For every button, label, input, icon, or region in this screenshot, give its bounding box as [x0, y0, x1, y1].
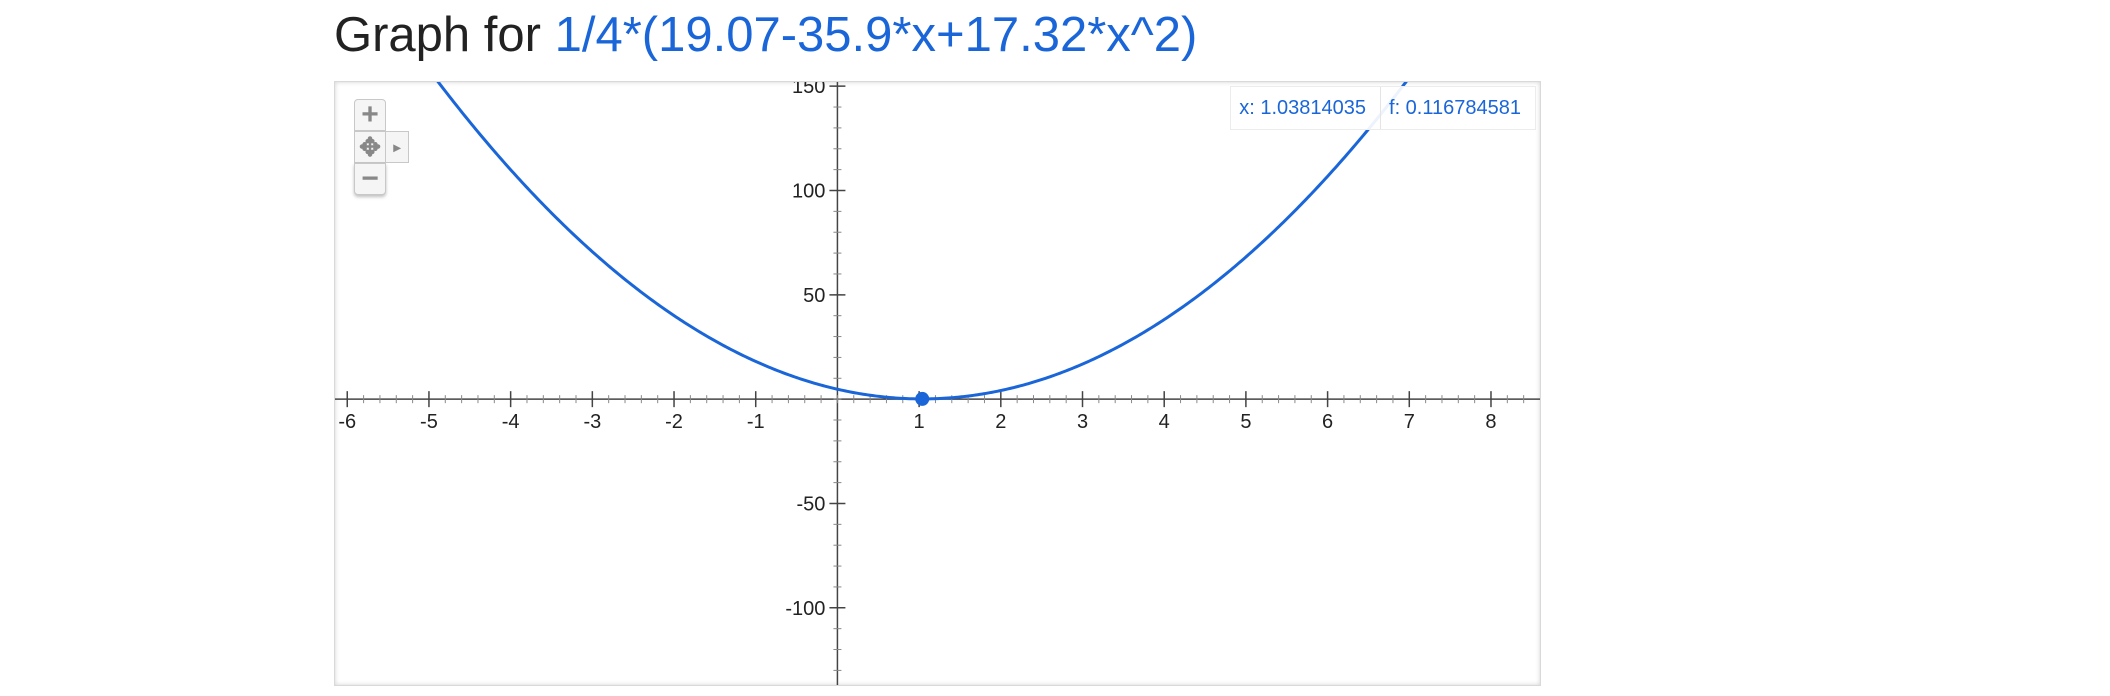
- x-tick-label: 2: [995, 411, 1006, 433]
- x-tick-label: -4: [502, 411, 520, 433]
- y-tick-label: -100: [785, 598, 825, 620]
- coordinate-readout: x: 1.03814035 f: 0.116784581: [1230, 86, 1536, 130]
- y-tick-label: 150: [792, 82, 825, 98]
- f-readout: f: 0.116784581: [1380, 87, 1535, 129]
- x-tick-label: 7: [1404, 411, 1415, 433]
- title-prefix: Graph for: [334, 8, 555, 62]
- function-plot[interactable]: -6 -5 -4 -3 -2 -1 1 2 3 4 5 6 7 8 -100 -50 50 100 150: [335, 82, 1540, 685]
- page-title: Graph for 1/4*(19.07-35.9*x+17.32*x^2): [334, 4, 1197, 66]
- x-tick-label: -1: [747, 411, 765, 433]
- function-expression: 1/4*(19.07-35.9*x+17.32*x^2): [554, 8, 1198, 62]
- y-tick-label: 100: [792, 180, 825, 202]
- pan-right-button[interactable]: ▸: [385, 131, 409, 163]
- x-tick-label: -6: [338, 411, 356, 433]
- x-tick-label: 3: [1077, 411, 1088, 433]
- x-tick-label: -5: [420, 411, 438, 433]
- zoom-controls: + ✥ ▸ −: [354, 99, 416, 199]
- x-tick-label: 8: [1485, 411, 1496, 433]
- graph-frame[interactable]: -6 -5 -4 -3 -2 -1 1 2 3 4 5 6 7 8 -100 -50 50 100 150 x: 1…: [334, 81, 1541, 686]
- function-curve: [436, 82, 1408, 401]
- x-tick-label: 6: [1322, 411, 1333, 433]
- y-tick-label: -50: [797, 493, 826, 515]
- x-tick-label: -3: [583, 411, 601, 433]
- pan-icon[interactable]: ✥: [354, 131, 386, 163]
- zoom-out-button[interactable]: −: [354, 163, 386, 195]
- x-tick-label: 1: [914, 411, 925, 433]
- y-tick-label: 50: [803, 285, 825, 307]
- zoom-in-button[interactable]: +: [354, 99, 386, 131]
- x-tick-label: 5: [1240, 411, 1251, 433]
- x-tick-label: 4: [1159, 411, 1170, 433]
- x-tick-label: -2: [665, 411, 683, 433]
- highlighted-point-marker: [915, 391, 930, 406]
- x-readout: x: 1.03814035: [1239, 97, 1367, 119]
